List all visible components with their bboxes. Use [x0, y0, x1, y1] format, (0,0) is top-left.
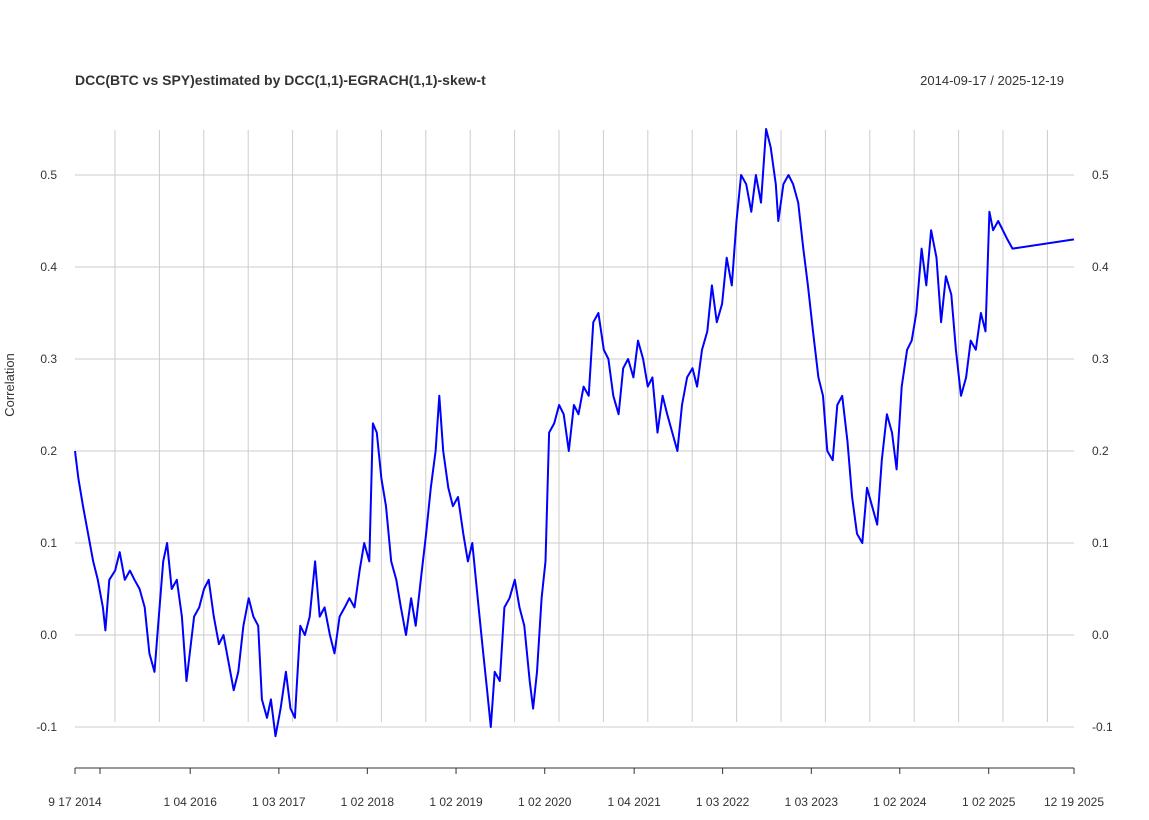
x-axis-ticks: 9 17 2014 1 04 2016 1 03 2017 1 02 2018 1 02… [48, 768, 1104, 809]
x-tick-label-10: 1 02 2025 [962, 795, 1016, 809]
y-tick-right-2: 0.1 [1092, 536, 1109, 550]
y-tick-right-4: 0.3 [1092, 352, 1109, 366]
x-tick-label-5: 1 02 2020 [518, 795, 572, 809]
y-tick-left-5: 0.4 [40, 260, 57, 274]
x-tick-label-11: 12 19 2025 [1044, 795, 1104, 809]
grid [75, 130, 1074, 728]
y-tick-left-2: 0.1 [40, 536, 57, 550]
series-layer [74, 128, 1075, 738]
date-range: 2014-09-17 / 2025-12-19 [920, 73, 1064, 88]
x-tick-label-3: 1 02 2018 [341, 795, 395, 809]
y-tick-right-6: 0.5 [1092, 168, 1109, 182]
y-tick-left-4: 0.3 [40, 352, 57, 366]
x-tick-label-4: 1 02 2019 [429, 795, 483, 809]
y-tick-left-6: 0.5 [40, 168, 57, 182]
y-axis-label: Correlation [2, 353, 17, 417]
series-line-0 [74, 128, 1075, 738]
y-axis-ticks: -0.1 -0.1 0.0 0.0 0.1 0.1 0.2 0.2 0.3 0.3 0.4 0.4 0.… [36, 168, 1113, 734]
x-tick-label-2: 1 03 2017 [252, 795, 306, 809]
x-tick-label-7: 1 03 2022 [696, 795, 750, 809]
x-tick-label-6: 1 04 2021 [607, 795, 661, 809]
y-tick-left-3: 0.2 [40, 444, 57, 458]
x-tick-label-9: 1 02 2024 [873, 795, 927, 809]
y-tick-right-5: 0.4 [1092, 260, 1109, 274]
x-tick-label-1: 1 04 2016 [163, 795, 217, 809]
y-tick-left-1: 0.0 [40, 628, 57, 642]
x-tick-label-8: 1 03 2023 [785, 795, 839, 809]
y-tick-right-0: -0.1 [1092, 720, 1113, 734]
chart-title: DCC(BTC vs SPY)estimated by DCC(1,1)-EGR… [75, 72, 486, 88]
x-tick-label-0: 9 17 2014 [48, 795, 102, 809]
y-tick-left-0: -0.1 [36, 720, 57, 734]
y-tick-right-3: 0.2 [1092, 444, 1109, 458]
y-tick-right-1: 0.0 [1092, 628, 1109, 642]
